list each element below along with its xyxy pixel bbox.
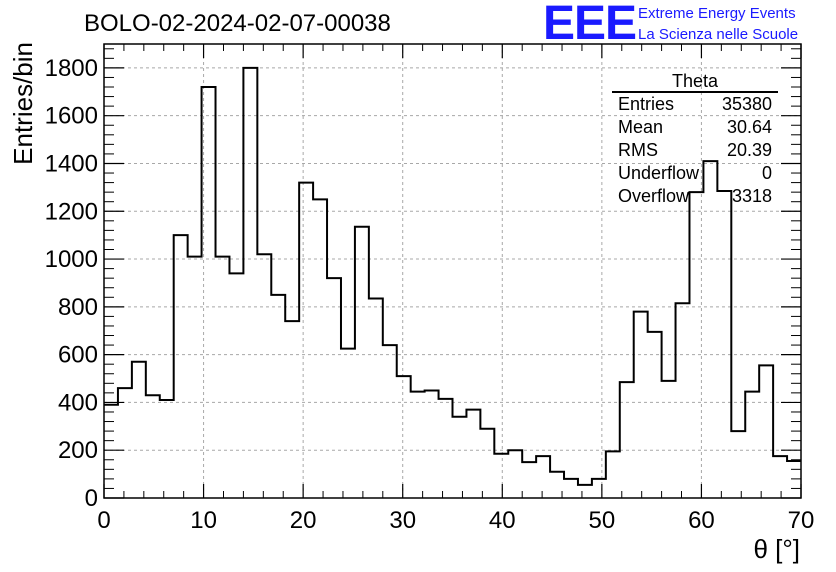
stats-row-rms: RMS 20.39 (612, 139, 778, 162)
y-tick-label: 1000 (45, 246, 98, 273)
stats-value: 35380 (721, 94, 772, 114)
stats-row-entries: Entries 35380 (612, 93, 778, 116)
stats-row-underflow: Underflow 0 (612, 162, 778, 185)
x-tick-label: 40 (489, 507, 516, 534)
y-tick-label: 400 (58, 389, 98, 416)
eee-logo: EEE (543, 0, 637, 50)
y-tick-label: 0 (85, 485, 98, 512)
stats-value: 0 (761, 163, 772, 183)
brand-line-1: Extreme Energy Events (638, 5, 796, 22)
y-tick-label: 1200 (45, 198, 98, 225)
stats-value: 30.64 (726, 117, 772, 137)
stats-label: Entries (618, 94, 675, 114)
x-axis-label: θ [°] (753, 534, 800, 564)
stats-row-mean: Mean 30.64 (612, 116, 778, 139)
y-axis-label: Entries/bin (8, 42, 38, 165)
x-tick-label: 70 (788, 507, 815, 534)
stats-label: Underflow (618, 163, 700, 183)
stats-box: Theta Entries 35380 Mean 30.64 RMS 20.39… (612, 72, 778, 208)
brand-line-2: La Scienza nelle Scuole (638, 26, 799, 43)
y-tick-label: 800 (58, 294, 98, 321)
x-tick-label: 50 (589, 507, 616, 534)
x-tick-label: 10 (190, 507, 217, 534)
y-tick-label: 200 (58, 437, 98, 464)
y-tick-label: 600 (58, 342, 98, 369)
axis-ticks (103, 44, 802, 499)
histogram-line (104, 66, 801, 486)
y-tick-label: 1400 (45, 150, 98, 177)
x-tick-label: 30 (389, 507, 416, 534)
stats-title: Theta (612, 72, 778, 93)
chart-title: BOLO-02-2024-02-07-00038 (84, 10, 391, 37)
x-tick-label: 0 (97, 507, 110, 534)
brand-text: Extreme Energy Events La Scienza nelle S… (638, 3, 798, 45)
x-tick-label: 60 (688, 507, 715, 534)
stats-value: 3318 (731, 186, 772, 206)
stats-label: Mean (618, 117, 664, 137)
x-tick-label: 20 (290, 507, 317, 534)
y-tick-label: 1800 (45, 55, 98, 82)
stats-value: 20.39 (726, 140, 772, 160)
plot-frame (103, 43, 802, 499)
stats-label: Overflow (618, 186, 690, 206)
stats-row-overflow: Overflow 3318 (612, 185, 778, 208)
tick-labels: 0 10 20 30 40 50 60 70 0 200 400 600 800 1000 1200 1400… (45, 55, 815, 534)
y-tick-label: 1600 (45, 103, 98, 130)
stats-label: RMS (618, 140, 658, 160)
